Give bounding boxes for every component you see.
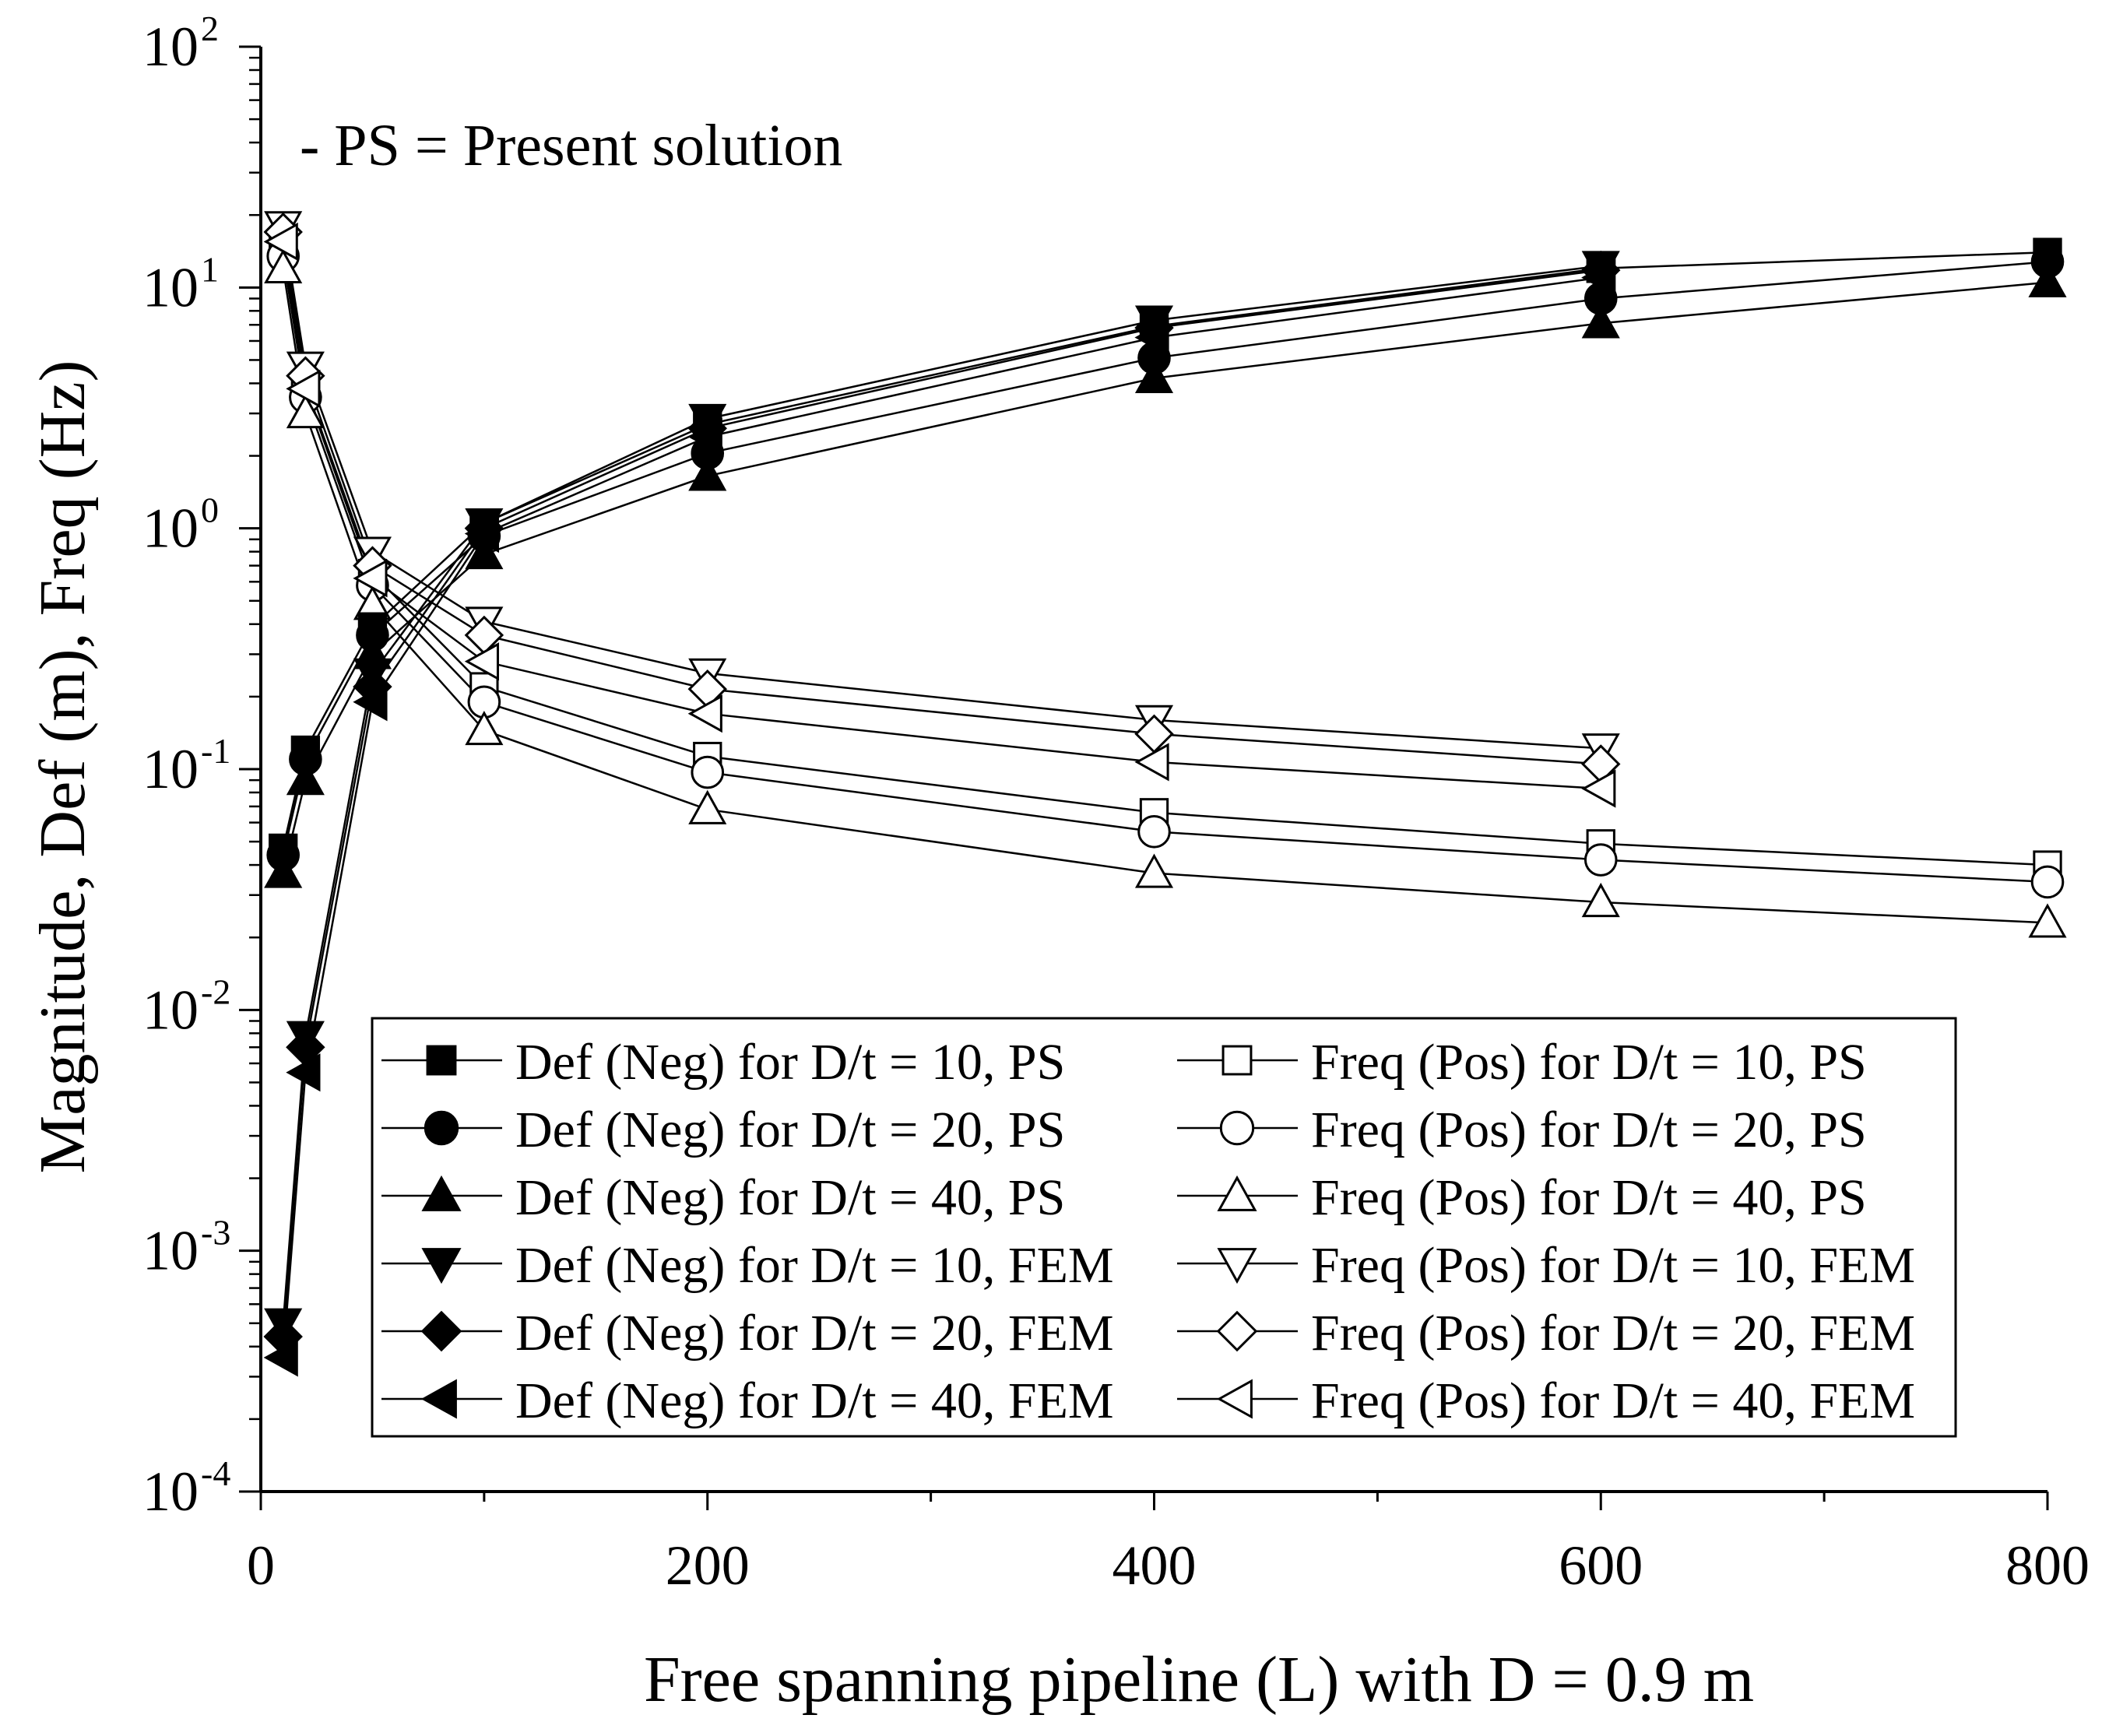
data-point-s8-7 xyxy=(1584,843,1618,877)
data-point-s9-5 xyxy=(688,789,727,824)
data-point-s6-1 xyxy=(263,1338,298,1377)
legend-label: Def (Neg) for D/t = 10, PS xyxy=(515,1034,1065,1091)
y-tick-label: 10 xyxy=(142,979,199,1041)
data-point-s6-7 xyxy=(1581,258,1616,297)
data-point-s3-1 xyxy=(264,853,303,888)
legend-marker-7 xyxy=(1221,1045,1253,1076)
data-point-s9-1 xyxy=(264,248,303,283)
data-point-s12-3 xyxy=(353,559,388,598)
data-point-s3-8 xyxy=(2028,262,2067,297)
legend-marker-4 xyxy=(421,1248,462,1284)
legend-label: Freq (Pos) for D/t = 40, FEM xyxy=(1311,1372,1915,1429)
data-point-s8-8 xyxy=(2030,865,2065,899)
legend-label: Freq (Pos) for D/t = 10, FEM xyxy=(1311,1237,1915,1294)
data-point-s12-1 xyxy=(263,222,298,262)
y-tick-exponent: -2 xyxy=(201,972,230,1011)
data-point-s9-4 xyxy=(465,710,504,746)
data-point-s3-7 xyxy=(1581,304,1620,339)
x-tick-label: 800 xyxy=(2005,1534,2090,1597)
legend-marker-3 xyxy=(421,1175,462,1211)
annotation-group: - PS = Present solution xyxy=(300,113,842,178)
legend-marker-10 xyxy=(1217,1248,1257,1284)
legend-marker-5 xyxy=(420,1310,462,1352)
legend-label: Freq (Pos) for D/t = 10, PS xyxy=(1311,1034,1867,1091)
annotation-text: - PS = Present solution xyxy=(300,113,842,178)
data-point-s9-7 xyxy=(1581,882,1620,918)
legend-marker-12 xyxy=(1216,1379,1253,1419)
data-point-s6-2 xyxy=(286,1053,321,1092)
y-tick-exponent: -4 xyxy=(201,1453,230,1493)
legend-label: Def (Neg) for D/t = 40, PS xyxy=(515,1169,1065,1226)
y-tick-label: 10 xyxy=(142,1460,199,1523)
data-point-s6-4 xyxy=(464,515,499,553)
legend-label: Freq (Pos) for D/t = 40, PS xyxy=(1311,1169,1867,1226)
legend-marker-11 xyxy=(1216,1310,1258,1352)
data-point-s6-5 xyxy=(687,417,722,456)
series-markers xyxy=(263,211,2067,1377)
y-tick-label: 10 xyxy=(142,256,199,318)
legend-label: Freq (Pos) for D/t = 20, PS xyxy=(1311,1102,1867,1158)
data-point-s6-3 xyxy=(353,683,388,722)
x-tick-label: 0 xyxy=(247,1534,275,1597)
data-point-s3-4 xyxy=(465,534,504,570)
x-axis-label: Free spanning pipeline (L) with D = 0.9 … xyxy=(644,1643,1754,1716)
data-point-s9-6 xyxy=(1134,853,1174,888)
data-point-s12-2 xyxy=(286,369,321,408)
data-point-s3-6 xyxy=(1134,358,1174,393)
y-tick-label: 10 xyxy=(142,1220,199,1282)
y-tick-label: 10 xyxy=(142,497,199,560)
series-line-1 xyxy=(282,251,2048,849)
data-point-s12-7 xyxy=(1581,769,1616,808)
data-point-s12-4 xyxy=(464,642,499,681)
y-tick-label: 10 xyxy=(142,738,199,800)
y-axis-label: Magnitude, Def (m), Freq (Hz) xyxy=(26,360,99,1174)
data-point-s8-6 xyxy=(1137,815,1171,849)
data-point-s9-2 xyxy=(286,393,325,429)
y-tick-exponent: -3 xyxy=(201,1213,230,1253)
y-tick-exponent: 1 xyxy=(201,249,219,289)
legend-label: Freq (Pos) for D/t = 20, FEM xyxy=(1311,1305,1915,1362)
legend-marker-8 xyxy=(1219,1110,1255,1146)
x-tick-label: 200 xyxy=(666,1534,750,1597)
x-tick-label: 600 xyxy=(1559,1534,1643,1597)
legend-label: Def (Neg) for D/t = 20, FEM xyxy=(515,1305,1114,1362)
legend-label: Def (Neg) for D/t = 10, FEM xyxy=(515,1237,1114,1294)
data-point-s12-5 xyxy=(687,694,722,733)
legend-marker-1 xyxy=(426,1045,457,1076)
data-point-s8-5 xyxy=(691,755,725,789)
legend-label: Def (Neg) for D/t = 20, PS xyxy=(515,1102,1065,1158)
data-point-s6-6 xyxy=(1134,318,1169,357)
data-point-s12-6 xyxy=(1134,743,1169,782)
legend-marker-2 xyxy=(424,1110,459,1146)
series-line-3 xyxy=(282,281,2048,873)
legend-box xyxy=(371,1017,1957,1438)
y-tick-exponent: 2 xyxy=(201,9,219,48)
legend-marker-9 xyxy=(1217,1175,1257,1211)
data-point-s3-5 xyxy=(688,456,727,491)
data-point-s9-8 xyxy=(2028,903,2067,938)
y-tick-label: 10 xyxy=(142,16,199,78)
series-line-9 xyxy=(282,268,2048,924)
legend: Def (Neg) for D/t = 10, PS Def (Neg) for … xyxy=(371,1017,1957,1438)
series-line-8 xyxy=(282,255,2048,884)
x-tick-label: 400 xyxy=(1112,1534,1197,1597)
data-point-s3-2 xyxy=(286,761,325,796)
legend-label: Def (Neg) for D/t = 40, FEM xyxy=(515,1372,1114,1429)
y-tick-exponent: -1 xyxy=(201,731,230,771)
y-tick-exponent: 0 xyxy=(201,490,219,530)
legend-marker-6 xyxy=(420,1379,457,1419)
